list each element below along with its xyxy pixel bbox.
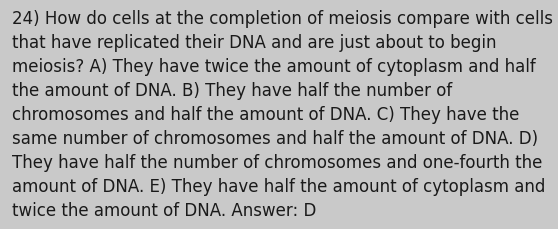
Text: same number of chromosomes and half the amount of DNA. D): same number of chromosomes and half the … — [12, 129, 538, 147]
Text: the amount of DNA. B) They have half the number of: the amount of DNA. B) They have half the… — [12, 82, 453, 100]
Text: that have replicated their DNA and are just about to begin: that have replicated their DNA and are j… — [12, 34, 497, 52]
Text: They have half the number of chromosomes and one-fourth the: They have half the number of chromosomes… — [12, 153, 542, 171]
Text: amount of DNA. E) They have half the amount of cytoplasm and: amount of DNA. E) They have half the amo… — [12, 177, 546, 195]
Text: meiosis? A) They have twice the amount of cytoplasm and half: meiosis? A) They have twice the amount o… — [12, 58, 536, 76]
Text: 24) How do cells at the completion of meiosis compare with cells: 24) How do cells at the completion of me… — [12, 10, 554, 28]
Text: twice the amount of DNA. Answer: D: twice the amount of DNA. Answer: D — [12, 201, 316, 219]
Text: chromosomes and half the amount of DNA. C) They have the: chromosomes and half the amount of DNA. … — [12, 106, 519, 123]
